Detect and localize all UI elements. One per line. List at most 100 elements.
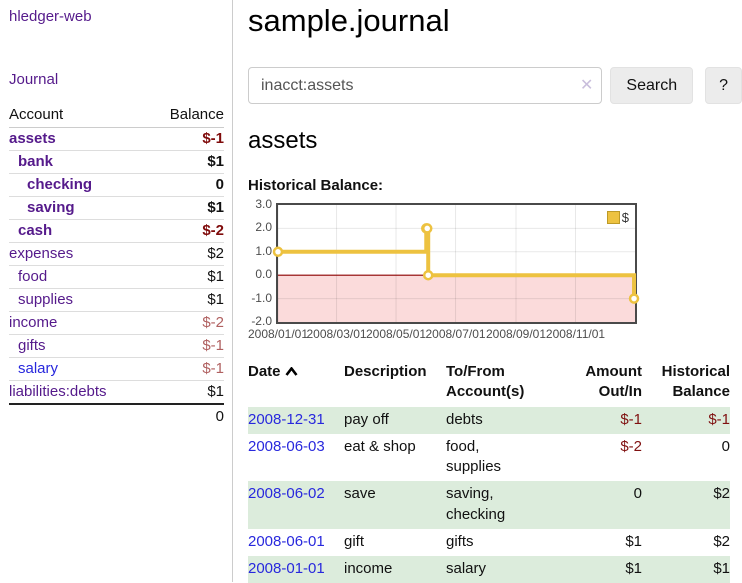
transaction-description: income bbox=[344, 556, 446, 583]
sidebar-account-link[interactable]: supplies bbox=[18, 291, 74, 308]
y-tick-label: 3.0 bbox=[255, 197, 272, 211]
transaction-historical-balance: $2 bbox=[642, 481, 730, 529]
data-point-marker bbox=[628, 293, 640, 304]
data-point-marker bbox=[421, 223, 433, 234]
account-row: expenses $2 bbox=[9, 243, 224, 266]
data-point-marker bbox=[272, 246, 284, 258]
account-column-header: Account bbox=[9, 106, 64, 123]
transaction-amount: 0 bbox=[558, 481, 642, 529]
transaction-row: 2008-01-01 income salary $1 $1 bbox=[248, 556, 730, 583]
account-balance: $1 bbox=[207, 153, 224, 170]
brand-link[interactable]: hledger-web bbox=[9, 8, 92, 25]
sidebar-account-link[interactable]: assets bbox=[9, 130, 56, 147]
accounts-total-row: 0 bbox=[9, 403, 224, 428]
sidebar: hledger-web Journal Account Balance asse… bbox=[0, 0, 233, 582]
account-balance: $-2 bbox=[202, 222, 224, 239]
legend-swatch-icon bbox=[606, 211, 620, 224]
transaction-date-link[interactable]: 2008-01-01 bbox=[248, 560, 325, 577]
historical-column-header: Historical Balance bbox=[661, 363, 730, 401]
x-tick-label: 2008/07/01 bbox=[425, 327, 486, 341]
chart-legend: $ bbox=[605, 210, 630, 225]
account-row: checking 0 bbox=[9, 174, 224, 197]
account-heading: assets bbox=[248, 127, 318, 154]
sidebar-account-link[interactable]: liabilities:debts bbox=[9, 383, 107, 400]
x-tick-label: 2008/01/01 bbox=[247, 327, 309, 341]
account-balance: $-1 bbox=[202, 337, 224, 354]
search-input[interactable] bbox=[248, 67, 603, 104]
transaction-historical-balance: 0 bbox=[721, 437, 730, 455]
legend-label: $ bbox=[621, 210, 629, 225]
sidebar-account-link[interactable]: income bbox=[9, 314, 58, 331]
transaction-date-cell: 2008-06-01 bbox=[248, 529, 344, 556]
transaction-date-link[interactable]: 2008-06-01 bbox=[248, 532, 325, 550]
chart-label: Historical Balance: bbox=[248, 177, 384, 194]
search-form: ✕ Search ? bbox=[248, 67, 742, 104]
account-row: supplies $1 bbox=[9, 289, 224, 312]
search-button[interactable]: Search bbox=[610, 67, 694, 104]
transaction-amount: $1 bbox=[625, 532, 642, 550]
account-balance: $1 bbox=[207, 383, 224, 400]
register-table: Date Description To/From Account(s) Amou… bbox=[248, 361, 730, 583]
transaction-amount: $-1 bbox=[558, 406, 642, 434]
sidebar-account-link[interactable]: salary bbox=[18, 360, 59, 377]
account-balance: $2 bbox=[207, 245, 224, 262]
sidebar-account-link[interactable]: saving bbox=[27, 199, 75, 216]
transaction-date-link[interactable]: 2008-06-02 bbox=[248, 485, 325, 503]
account-row: salary $-1 bbox=[9, 358, 224, 381]
sidebar-account-link[interactable]: gifts bbox=[18, 337, 46, 354]
sidebar-account-link[interactable]: cash bbox=[18, 222, 53, 239]
account-balance: $-1 bbox=[202, 130, 224, 147]
transaction-accounts: food, supplies bbox=[446, 437, 502, 475]
transaction-date-cell: 2008-06-02 bbox=[248, 481, 344, 529]
x-tick-label: 2008/11/01 bbox=[545, 327, 606, 341]
account-balance: $-2 bbox=[202, 314, 224, 331]
x-tick-label: 2008/09/01 bbox=[485, 327, 547, 341]
y-tick-label: 1.0 bbox=[255, 243, 272, 258]
account-row: gifts $-1 bbox=[9, 335, 224, 358]
transaction-row: 2008-12-31 pay off debts $-1 $-1 bbox=[248, 406, 730, 434]
description-column-header: Description bbox=[344, 363, 427, 380]
account-balance: $-1 bbox=[202, 360, 224, 377]
transaction-historical-balance: $1 bbox=[642, 556, 730, 583]
y-tick-label: 2.0 bbox=[255, 220, 272, 235]
help-button[interactable]: ? bbox=[705, 67, 742, 104]
transaction-row: 2008-06-02 save saving, checking 0 $2 bbox=[248, 481, 730, 529]
sidebar-account-link[interactable]: checking bbox=[27, 176, 93, 193]
sidebar-account-link[interactable]: food bbox=[18, 268, 48, 285]
account-row: cash $-2 bbox=[9, 220, 224, 243]
data-point-marker bbox=[422, 269, 434, 281]
main-content: sample.journal ✕ Search ? assets Histori… bbox=[248, 0, 742, 583]
clear-search-icon[interactable]: ✕ bbox=[579, 77, 594, 94]
transaction-description: save bbox=[344, 481, 446, 529]
sidebar-account-link[interactable]: bank bbox=[18, 153, 54, 170]
transaction-date-link[interactable]: 2008-06-03 bbox=[248, 437, 325, 455]
sidebar-account-link[interactable]: expenses bbox=[9, 245, 74, 262]
transaction-amount: $1 bbox=[558, 556, 642, 583]
y-tick-label: -1.0 bbox=[251, 290, 272, 305]
account-row: saving $1 bbox=[9, 197, 224, 220]
y-tick-label: -2.0 bbox=[251, 314, 272, 328]
transaction-date-cell: 2008-12-31 bbox=[248, 406, 344, 434]
register-header-row: Date Description To/From Account(s) Amou… bbox=[248, 361, 730, 407]
accounts-table: Account Balance assets $-1 bank $1 checking 0… bbox=[9, 103, 224, 428]
account-row: bank $1 bbox=[9, 151, 224, 174]
account-balance: $1 bbox=[207, 291, 224, 308]
tofrom-column-header: To/From Account(s) bbox=[446, 363, 525, 401]
account-row: food $1 bbox=[9, 266, 224, 289]
transaction-date-link[interactable]: 2008-12-31 bbox=[248, 410, 325, 428]
account-balance: $1 bbox=[207, 268, 224, 285]
negative-region bbox=[278, 275, 635, 322]
sidebar-item-journal[interactable]: Journal bbox=[9, 71, 59, 88]
y-tick-label: 0.0 bbox=[255, 267, 272, 282]
transaction-date-cell: 2008-06-03 bbox=[248, 434, 344, 482]
transaction-accounts: salary bbox=[446, 556, 558, 583]
historical-balance-chart: 3.0 2.0 1.0 0.0 -1.0 -2.0 $ 2008/01/01 2008/03… bbox=[247, 197, 668, 344]
transaction-date-cell: 2008-01-01 bbox=[248, 556, 344, 583]
transaction-description: eat & shop bbox=[344, 437, 416, 455]
search-box: ✕ bbox=[248, 67, 603, 104]
amount-column-header: Amount Out/In bbox=[585, 363, 642, 401]
transaction-accounts: gifts bbox=[446, 532, 474, 550]
account-row: liabilities:debts $1 bbox=[9, 381, 224, 403]
accounts-list: assets $-1 bank $1 checking 0 saving $1 cash $-2 e… bbox=[9, 128, 224, 403]
account-row: assets $-1 bbox=[9, 128, 224, 151]
